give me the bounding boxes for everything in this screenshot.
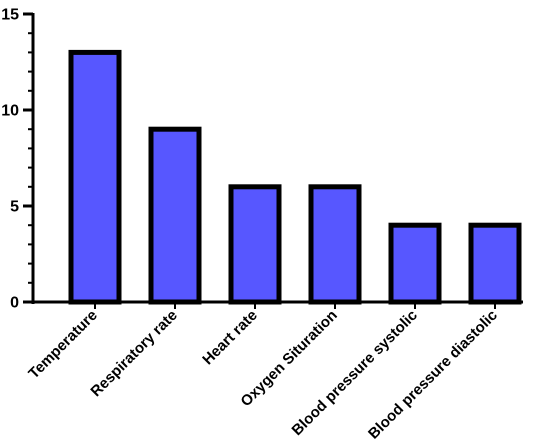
bars [68, 49, 522, 305]
y-tick-label: 0 [10, 295, 19, 312]
bar [228, 184, 282, 305]
bar [388, 222, 442, 305]
bar [308, 184, 362, 305]
bar [468, 222, 522, 305]
y-tick-label: 10 [1, 103, 19, 120]
y-tick-label: 15 [1, 7, 19, 24]
bar [148, 126, 202, 305]
bar [68, 49, 122, 305]
x-tick-label: Blood pressure diastolic [365, 307, 501, 443]
x-tick-label: Heart rate [199, 307, 261, 369]
x-tick-label: Temperature [25, 307, 100, 382]
x-tick-label: Respiratory rate [87, 307, 180, 400]
y-axis: 0 5 10 15 [1, 7, 35, 312]
y-tick-label: 5 [10, 199, 19, 216]
